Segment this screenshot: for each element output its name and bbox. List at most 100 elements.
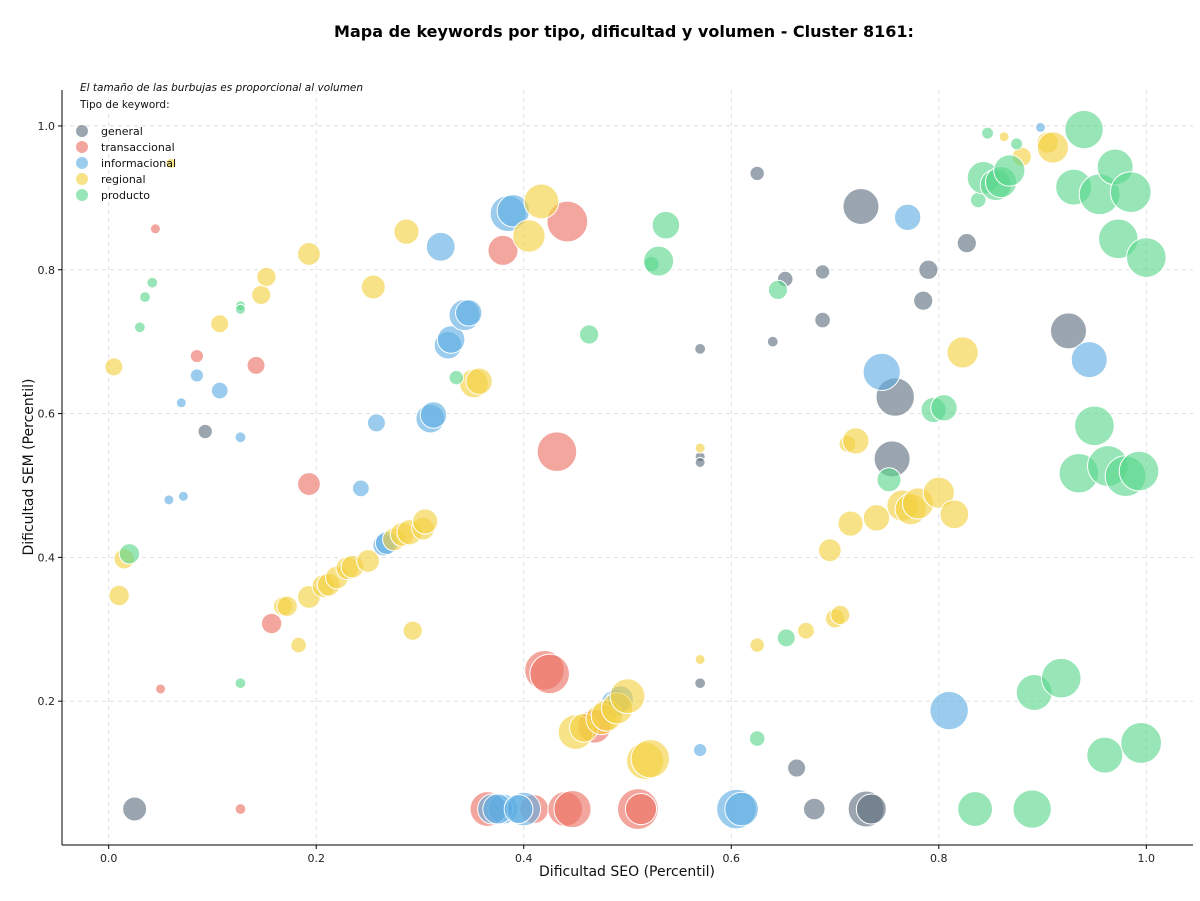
- bubble-producto: [1012, 789, 1052, 829]
- bubble-regional: [837, 510, 864, 537]
- bubble-informacional: [351, 479, 370, 498]
- bubble-regional: [749, 637, 765, 653]
- bubble-producto: [1086, 736, 1124, 774]
- bubble-regional: [1036, 131, 1070, 164]
- bubble-transaccional: [297, 472, 321, 496]
- bubble-regional: [210, 314, 230, 334]
- bubble-regional: [830, 604, 851, 626]
- bubble-regional: [356, 549, 380, 573]
- bubble-transaccional: [260, 612, 283, 635]
- bubble-regional: [694, 442, 706, 454]
- bubble-producto: [1120, 721, 1163, 764]
- bubble-producto: [448, 369, 464, 386]
- bubble-producto: [957, 791, 994, 827]
- bubble-regional: [630, 739, 671, 779]
- bubble-transaccional: [624, 792, 658, 826]
- bubble-producto: [776, 628, 796, 648]
- legend-label-transaccional: transaccional: [101, 141, 175, 154]
- bubble-regional: [998, 131, 1010, 143]
- bubble-informacional: [419, 401, 448, 429]
- bubble-producto: [139, 291, 151, 303]
- bubble-informacional: [175, 397, 187, 409]
- bubble-informacional: [425, 231, 456, 262]
- bubble-transaccional: [149, 223, 161, 235]
- y-tick-label: 1.0: [38, 120, 56, 133]
- bubble-informacional: [693, 742, 708, 758]
- bubble-regional: [939, 499, 970, 530]
- bubble-transaccional: [234, 803, 247, 815]
- legend-marker-regional: [76, 173, 88, 185]
- bubbles: [104, 109, 1167, 830]
- bubble-regional: [512, 219, 546, 253]
- legend-title: Tipo de keyword:: [79, 99, 170, 111]
- bubble-producto: [767, 279, 789, 300]
- bubble-informacional: [366, 413, 386, 433]
- bubble-producto: [876, 467, 902, 493]
- bubble-informacional: [1070, 341, 1108, 379]
- bubble-transaccional: [546, 200, 589, 243]
- bubble-informacional: [210, 381, 229, 400]
- bubble-producto: [118, 543, 141, 565]
- bubble-informacional: [189, 368, 204, 383]
- series-general: [122, 165, 1087, 828]
- bubble-regional: [523, 183, 560, 220]
- bubble-producto: [1126, 237, 1167, 278]
- bubble-informacional: [177, 490, 189, 502]
- x-tick-label: 0.8: [930, 852, 948, 865]
- legend-marker-transaccional: [76, 141, 88, 153]
- bubble-general: [918, 259, 939, 280]
- bubble-producto: [1064, 109, 1104, 150]
- bubble-producto: [1040, 657, 1082, 699]
- bubble-producto: [993, 154, 1026, 187]
- bubble-producto: [930, 394, 958, 422]
- bubble-producto: [1010, 137, 1024, 151]
- bubble-informacional: [929, 690, 969, 731]
- bubble-producto: [234, 303, 246, 315]
- bubble-regional: [104, 357, 124, 377]
- bubble-transaccional: [487, 234, 519, 266]
- bubble-general: [122, 796, 148, 822]
- bubble-transaccional: [553, 789, 592, 829]
- y-tick-label: 0.8: [38, 264, 56, 277]
- bubble-regional: [862, 504, 891, 532]
- y-tick-label: 0.6: [38, 408, 56, 421]
- series-regional: [104, 131, 1070, 780]
- bubble-general: [814, 311, 831, 329]
- bubble-regional: [817, 538, 842, 563]
- bubble-informacional: [503, 794, 534, 824]
- y-tick-label: 0.4: [38, 551, 56, 564]
- bubble-regional: [465, 367, 493, 395]
- x-axis-label: Dificultad SEO (Percentil): [539, 864, 715, 880]
- bubble-general: [855, 793, 887, 825]
- y-axis-label: Dificultad SEM (Percentil): [21, 379, 37, 556]
- legend-label-informacional: informacional: [101, 157, 176, 170]
- x-tick-label: 0.0: [100, 852, 118, 865]
- bubble-informacional: [163, 494, 175, 506]
- series-transaccional: [149, 200, 659, 830]
- bubble-producto: [651, 210, 681, 240]
- grid: [62, 90, 1193, 845]
- bubble-informacional: [436, 325, 466, 354]
- bubble-general: [814, 264, 831, 280]
- bubble-producto: [133, 321, 146, 334]
- bubble-general: [787, 758, 807, 778]
- bubble-regional: [393, 218, 420, 245]
- bubble-transaccional: [529, 653, 570, 695]
- legend-marker-general: [76, 125, 88, 137]
- x-ticks: 0.0 0.2 0.4 0.6 0.8 1.0: [100, 845, 1155, 865]
- bubble-producto: [1109, 171, 1152, 214]
- bubble-regional: [842, 427, 870, 455]
- chart-title: Mapa de keywords por tipo, dificultad y …: [334, 22, 914, 41]
- legend-label-producto: producto: [101, 189, 150, 202]
- bubble-regional: [360, 274, 386, 300]
- bubble-general: [1049, 312, 1087, 350]
- bubble-size-note: El tamaño de las burbujas es proporciona…: [80, 82, 363, 94]
- legend-label-general: general: [101, 125, 143, 138]
- bubble-regional: [402, 620, 423, 641]
- bubble-producto: [981, 126, 995, 140]
- bubble-regional: [108, 584, 130, 607]
- bubble-regional: [946, 336, 979, 369]
- bubble-regional: [276, 595, 298, 617]
- bubble-producto: [234, 677, 247, 690]
